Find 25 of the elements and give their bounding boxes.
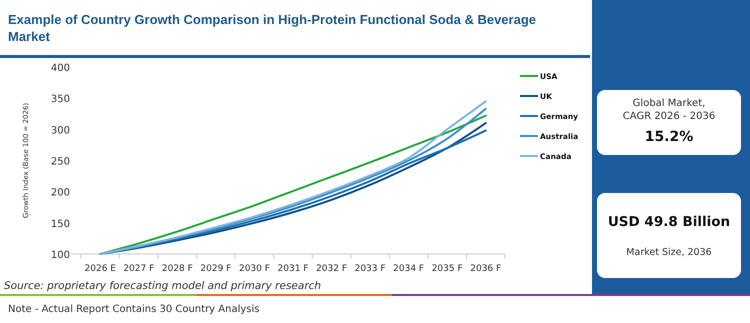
x-tick-label: 2034 F — [393, 264, 424, 274]
source-note: Source: proprietary forecasting model and primary research — [4, 280, 322, 292]
x-tick-label: 2036 F — [470, 264, 502, 274]
y-tick-label: 200 — [50, 188, 70, 199]
text: Global Market, CAGR 2026 - 2036 — [622, 98, 716, 122]
x-tick-label: 2033 F — [354, 264, 386, 274]
chart-title: Example of Country Growth Comparison in High-Protein Functional Soda & Beverage Market — [8, 12, 536, 44]
x-tick-label: 2035 F — [432, 264, 463, 274]
x-tick-label: 2027 F — [123, 264, 154, 274]
x-tick-label: 2026 E — [84, 264, 116, 274]
y-tick-label: 150 — [50, 218, 70, 230]
x-tick-label: 2028 F — [162, 264, 193, 274]
x-tick-label: 2032 F — [316, 264, 348, 274]
text: 15.2% — [644, 129, 694, 145]
x-tick-label: 2031 F — [278, 264, 308, 274]
text: Market Size, 2036 — [626, 247, 712, 258]
x-tick-label: 2030 F — [238, 264, 270, 274]
y-tick-label: 300 — [50, 125, 70, 136]
text: Note - Actual Report Contains 30 Country Analysis — [8, 304, 260, 315]
y-tick-label: 250 — [50, 156, 70, 168]
y-tick-label: 400 — [50, 63, 70, 74]
text: USD 49.8 Billion — [608, 214, 730, 230]
y-tick-label: 350 — [50, 94, 70, 106]
x-tick-label: 2029 F — [200, 264, 232, 274]
y-tick-label: 100 — [50, 250, 70, 261]
